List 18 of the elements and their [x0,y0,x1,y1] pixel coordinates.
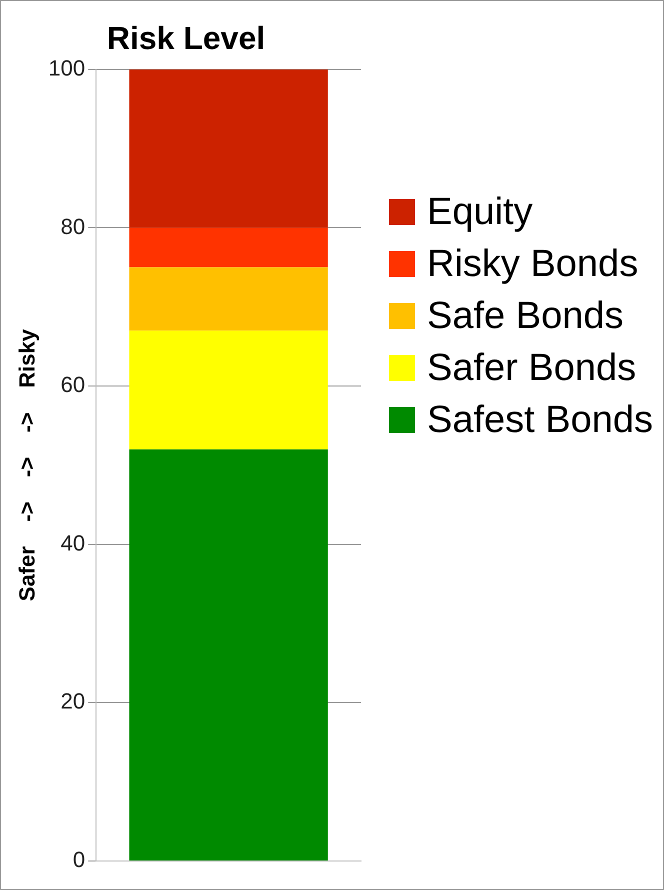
y-tick-label: 60 [60,372,86,398]
legend-label: Safest Bonds [427,399,654,441]
legend-label: Equity [427,191,533,233]
y-tick-label: 20 [60,688,86,714]
bar [129,330,328,450]
bar [129,267,328,331]
y-tick-label: 100 [48,55,86,80]
bar [129,228,328,268]
chart-title: Risk Level [106,20,266,56]
y-axis-title: Safer -> -> -> Risky [14,328,40,602]
y-tick-label: 0 [72,847,86,872]
y-tick-label: 80 [60,214,86,239]
y-tick-label: 40 [60,530,86,556]
bar [129,449,328,860]
legend-label: Safe Bonds [427,295,624,337]
bar [129,69,328,228]
legend-label: Safer Bonds [427,347,636,389]
legend-label: Risky Bonds [427,243,638,285]
